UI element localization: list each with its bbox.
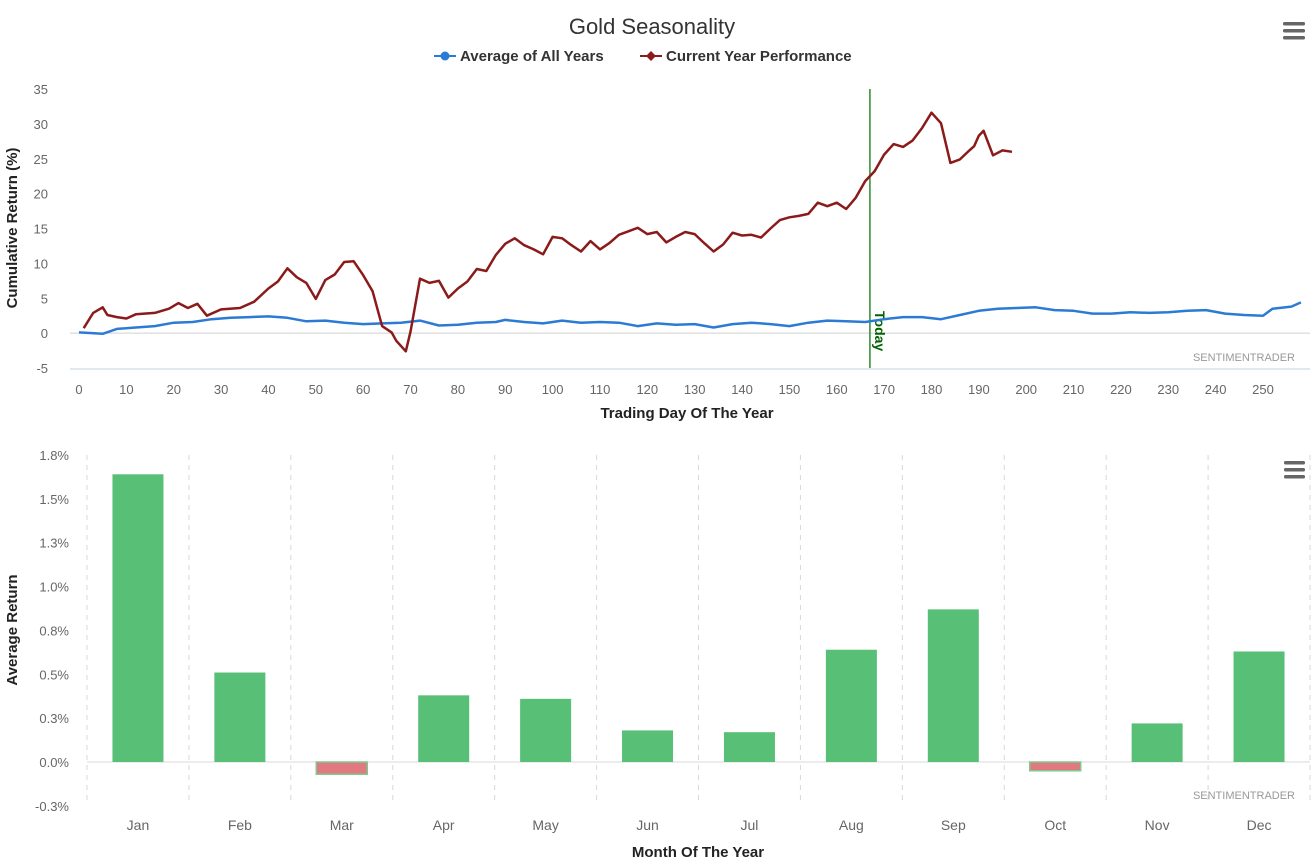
month-label-oct: Oct [1044, 817, 1066, 833]
y-tick-label: 5 [41, 291, 48, 306]
y-tick-label: 30 [34, 117, 48, 132]
x-tick-label: 110 [590, 382, 611, 397]
legend-average-marker [440, 51, 450, 61]
x-tick-label: 150 [779, 382, 801, 397]
x-tick-label: 0 [75, 382, 82, 397]
month-label-jan: Jan [127, 817, 150, 833]
y-tick-label: 20 [34, 187, 48, 202]
x-tick-label: 40 [261, 382, 275, 397]
chart-title: Gold Seasonality [569, 14, 735, 39]
hamburger-icon[interactable] [1284, 461, 1305, 479]
bar-may[interactable] [520, 698, 572, 762]
x-tick-label: 90 [498, 382, 512, 397]
x-tick-label: 220 [1110, 382, 1132, 397]
bar-apr[interactable] [418, 695, 470, 762]
month-label-aug: Aug [839, 817, 864, 833]
series-average-of-all-years[interactable] [78, 301, 1302, 336]
bar-jul[interactable] [723, 732, 775, 762]
x-tick-label: 250 [1252, 382, 1274, 397]
legend-current-year-label: Current Year Performance [666, 48, 852, 65]
y-tick-label: 15 [34, 222, 48, 237]
y-tick-label: -5 [36, 361, 48, 376]
y-tick-label: 1.5% [39, 492, 69, 507]
y-tick-label: 0.8% [39, 623, 69, 638]
bar-nov[interactable] [1131, 723, 1183, 762]
month-label-sep: Sep [941, 817, 966, 833]
month-label-jul: Jul [741, 817, 759, 833]
bar-feb[interactable] [214, 672, 266, 762]
month-label-dec: Dec [1247, 817, 1272, 833]
y-tick-label: 1.3% [39, 536, 69, 551]
x-tick-label: 130 [684, 382, 706, 397]
legend-item-average[interactable]: Average of All Years [434, 48, 604, 65]
x-tick-label: 30 [214, 382, 228, 397]
bar-jan[interactable] [112, 474, 164, 762]
y-tick-label: 0.3% [39, 711, 69, 726]
bar-mar[interactable] [315, 761, 369, 776]
credit-label: SENTIMENTRADER [1193, 352, 1295, 364]
y-tick-label: 10 [34, 256, 48, 271]
x-tick-label: 70 [403, 382, 417, 397]
x-tick-label: 120 [636, 382, 658, 397]
legend-item-current-year[interactable]: Current Year Performance [640, 48, 852, 65]
x-tick-label: 190 [968, 382, 990, 397]
y-tick-label: 1.8% [39, 448, 69, 463]
month-label-may: May [532, 817, 558, 833]
y-tick-label: -0.3% [35, 799, 69, 814]
legend-current-year-marker [646, 51, 656, 61]
today-label: Today [872, 311, 888, 351]
bar-aug[interactable] [825, 649, 877, 762]
x-tick-label: 230 [1157, 382, 1179, 397]
y-tick-label: 35 [34, 82, 48, 97]
y-tick-label: 25 [34, 152, 48, 167]
series-current-year-performance[interactable] [82, 111, 1013, 353]
x-tick-label: 140 [731, 382, 753, 397]
x-tick-label: 160 [826, 382, 848, 397]
bar-sep[interactable] [927, 609, 979, 762]
legend: Average of All Years Current Year Perfor… [434, 48, 852, 65]
x-tick-label: 10 [119, 382, 133, 397]
x-tick-label: 180 [921, 382, 943, 397]
month-label-apr: Apr [433, 817, 455, 833]
hamburger-icon[interactable] [1283, 22, 1305, 40]
bar-dec[interactable] [1233, 651, 1285, 762]
x-tick-label: 20 [166, 382, 180, 397]
x-tick-label: 100 [542, 382, 564, 397]
x-tick-label: 170 [873, 382, 895, 397]
y-axis-title: Cumulative Return (%) [4, 148, 21, 309]
y-tick-label: 0.5% [39, 667, 69, 682]
x-tick-label: 50 [309, 382, 323, 397]
y-tick-label: 0.0% [39, 755, 69, 770]
credit-label: SENTIMENTRADER [1193, 790, 1295, 802]
x-tick-label: 240 [1205, 382, 1227, 397]
month-label-feb: Feb [228, 817, 252, 833]
average-return-axis-title: Average Return [4, 574, 21, 685]
month-label-jun: Jun [636, 817, 659, 833]
x-tick-label: 80 [451, 382, 465, 397]
x-tick-label: 210 [1063, 382, 1085, 397]
x-tick-label: 200 [1015, 382, 1037, 397]
x-axis-title: Trading Day Of The Year [600, 405, 773, 422]
x-tick-label: 60 [356, 382, 370, 397]
legend-average-label: Average of All Years [460, 48, 604, 65]
bar-oct[interactable] [1028, 761, 1082, 772]
y-tick-label: 0 [41, 326, 48, 341]
bar-jun[interactable] [622, 730, 674, 762]
month-axis-title: Month Of The Year [632, 844, 764, 861]
month-label-nov: Nov [1145, 817, 1170, 833]
y-tick-label: 1.0% [39, 580, 69, 595]
month-label-mar: Mar [330, 817, 354, 833]
